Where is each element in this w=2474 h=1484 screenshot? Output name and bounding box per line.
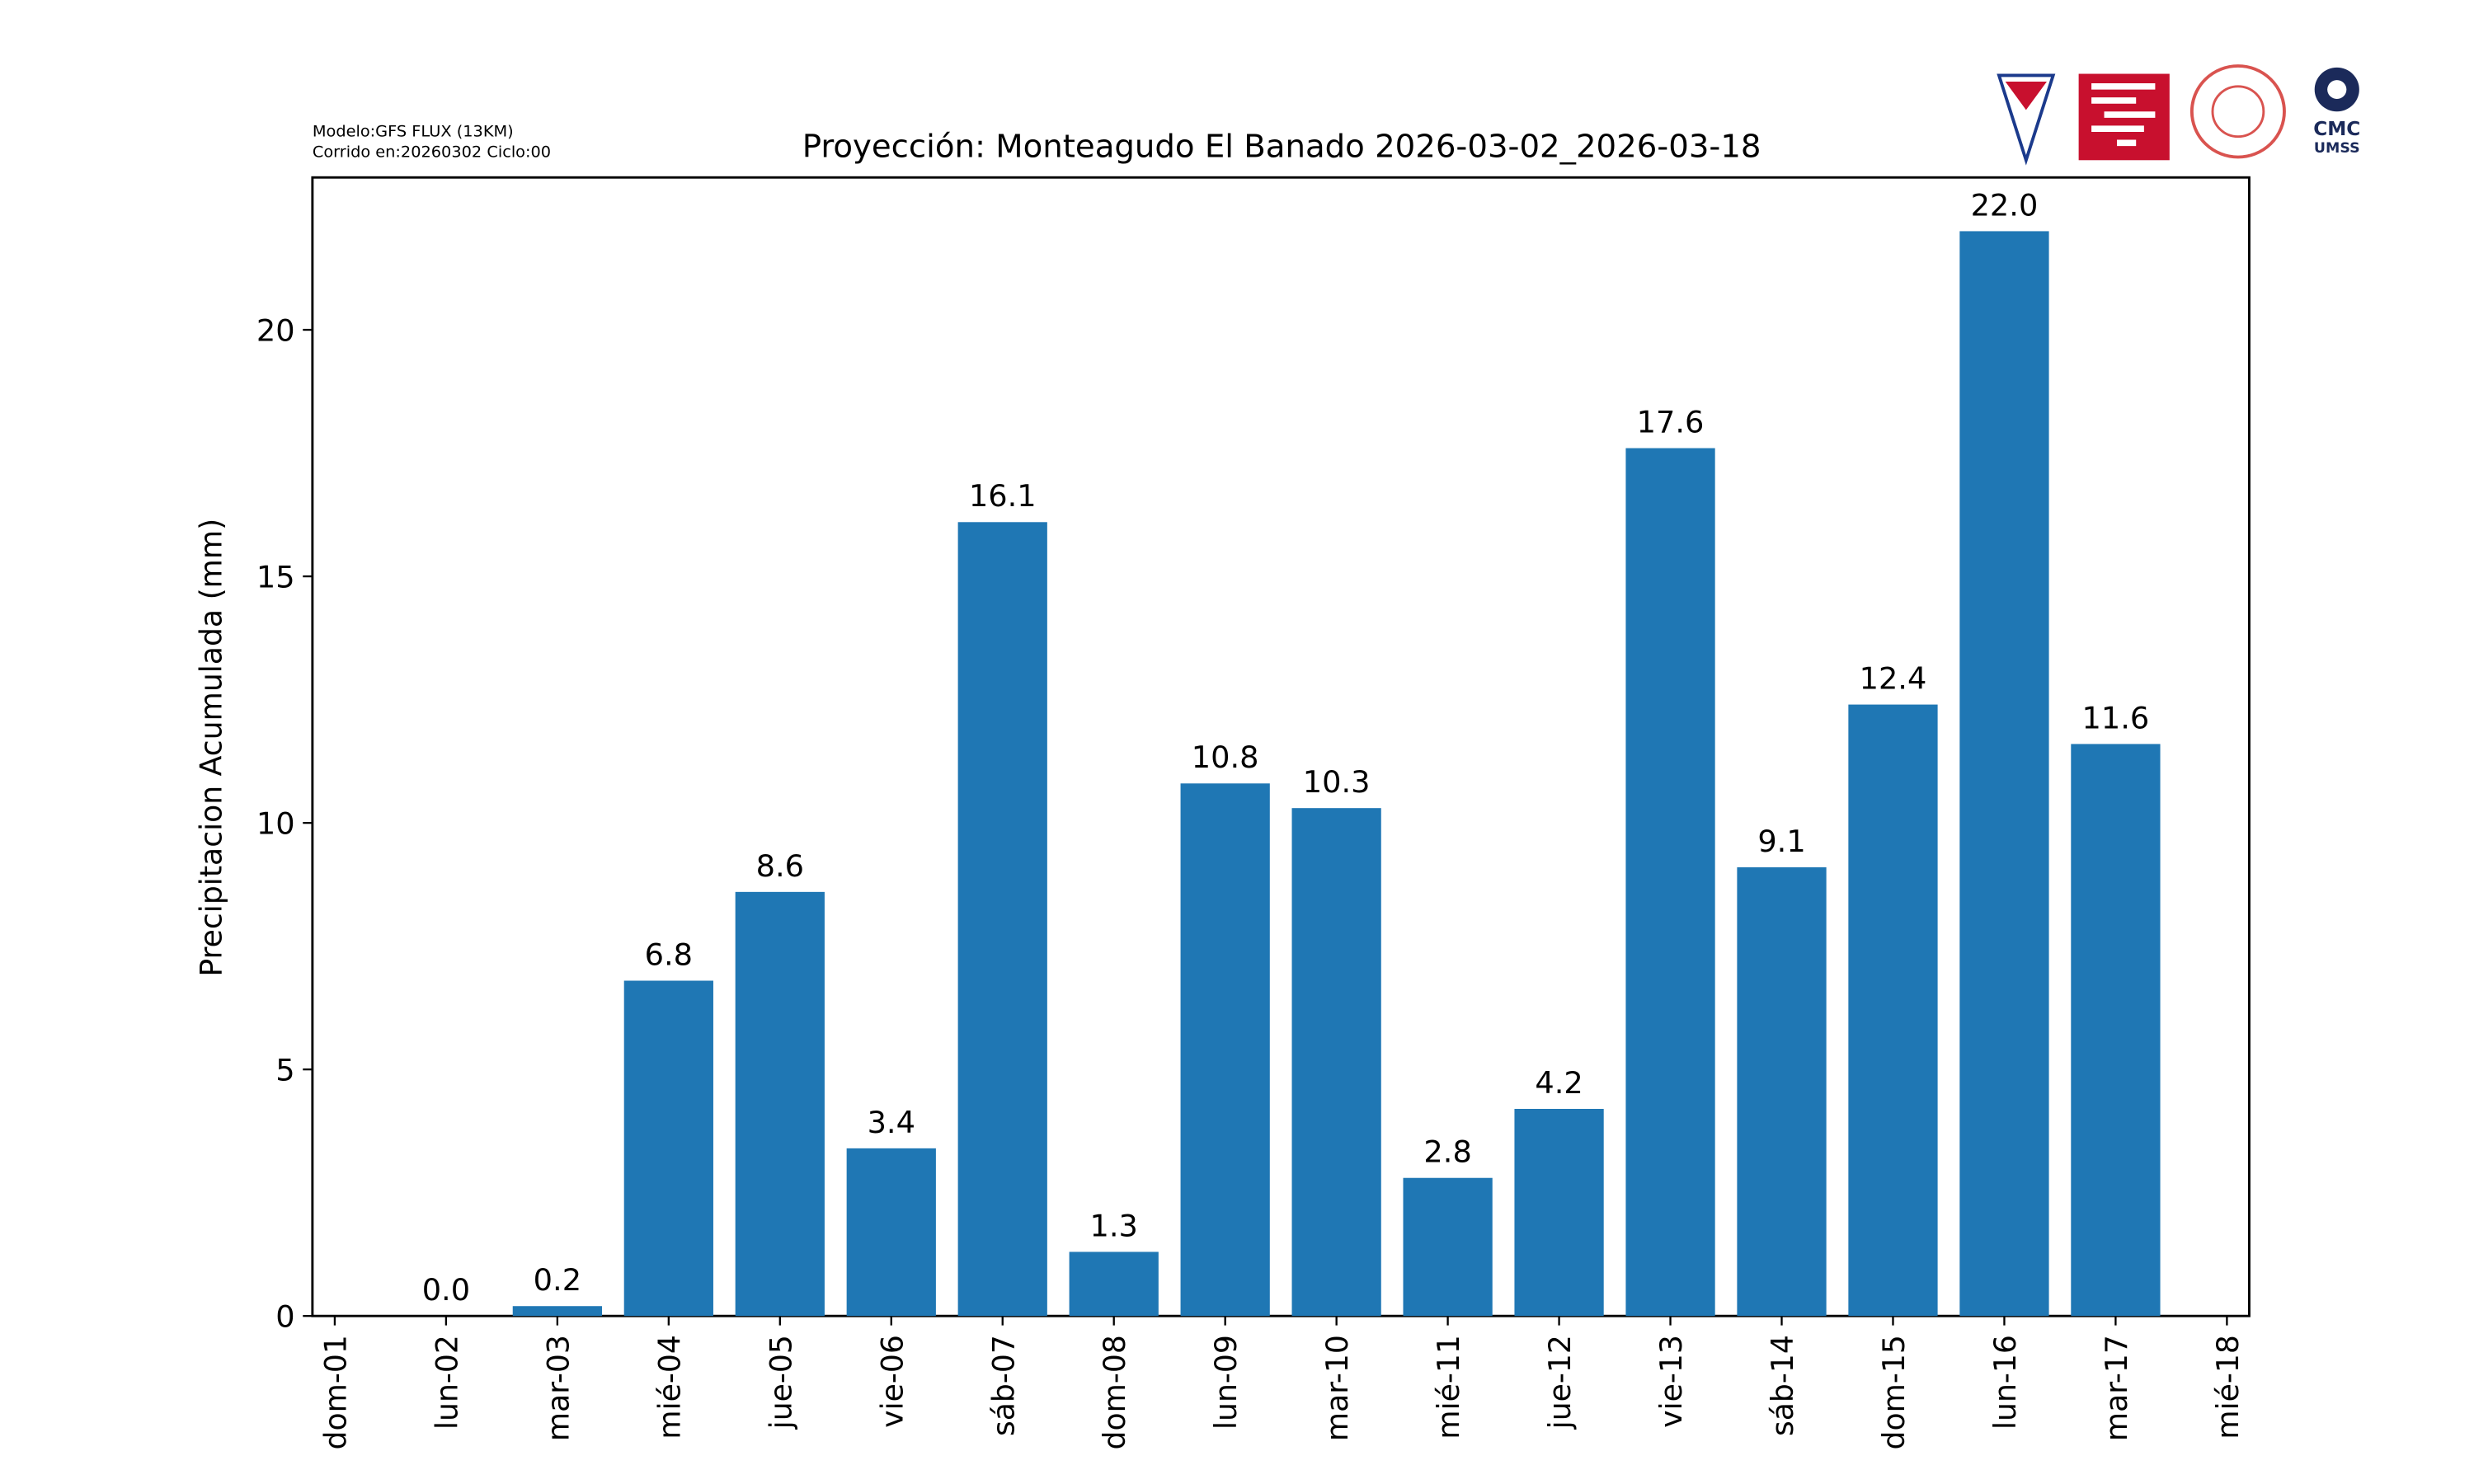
logo-shield (1997, 73, 2056, 166)
value-label: 0.0 (422, 1272, 470, 1308)
value-label: 1.3 (1090, 1209, 1138, 1244)
y-tick-label: 5 (275, 1053, 294, 1088)
x-tick-label: dom-15 (1876, 1335, 1912, 1449)
value-label: 22.0 (1971, 188, 2039, 223)
value-label: 8.6 (756, 848, 804, 884)
bar (2071, 744, 2161, 1317)
x-tick-label: mié-11 (1431, 1335, 1466, 1439)
logo-lines (2091, 82, 2156, 147)
y-tick-label: 0 (275, 1299, 294, 1335)
x-tick-label: lun-02 (429, 1335, 464, 1430)
logo-cmc-center (2327, 80, 2347, 99)
run-note: Corrido en:20260302 Ciclo:00 (313, 143, 551, 162)
x-tick-label: vie-06 (874, 1335, 910, 1428)
x-tick-label: jue-05 (763, 1335, 798, 1430)
bar (512, 1306, 602, 1317)
value-label: 9.1 (1757, 824, 1805, 859)
x-tick-label: jue-12 (1542, 1335, 1578, 1430)
value-label: 10.8 (1192, 740, 1259, 775)
logo-shield-red (2005, 82, 2047, 110)
x-tick-label: dom-08 (1097, 1335, 1132, 1449)
bar (957, 522, 1047, 1317)
bar (1069, 1252, 1159, 1317)
x-tick-label: dom-01 (317, 1335, 353, 1449)
chart-title: Proyección: Monteagudo El Banado 2026-03… (802, 129, 1761, 166)
logos: CMC UMSS (1997, 64, 2360, 166)
plot-frame (311, 176, 2251, 1317)
logo-seal (2189, 64, 2286, 159)
value-label: 3.4 (868, 1105, 915, 1140)
value-label: 16.1 (969, 478, 1037, 514)
x-tick-label: sáb-14 (1765, 1335, 1800, 1436)
bar (1180, 783, 1270, 1317)
y-tick-label: 15 (256, 560, 295, 595)
logo-text: UMSS (2314, 140, 2360, 157)
value-label: 12.4 (1860, 661, 1927, 697)
x-tick-label: mar-10 (1319, 1335, 1355, 1441)
bar (1514, 1108, 1604, 1317)
value-label: 6.8 (645, 937, 693, 973)
value-label: 2.8 (1423, 1134, 1471, 1170)
logo-text: CMC (2313, 119, 2360, 140)
x-tick-label: lun-16 (1987, 1335, 2023, 1430)
bar (1403, 1177, 1493, 1317)
x-tick-label: vie-13 (1653, 1335, 1689, 1428)
value-label: 4.2 (1535, 1065, 1583, 1101)
bar (1959, 231, 2049, 1317)
value-label: 17.6 (1637, 405, 1705, 440)
bar (735, 891, 825, 1317)
x-tick-label: mar-03 (540, 1335, 576, 1441)
model-note: Modelo:GFS FLUX (13KM) (313, 122, 514, 141)
bar (1291, 808, 1381, 1317)
x-tick-label: mié-18 (2210, 1335, 2246, 1439)
value-label: 0.2 (534, 1262, 581, 1298)
bar (623, 980, 713, 1317)
y-tick-label: 20 (256, 313, 295, 349)
y-tick-label: 10 (256, 806, 295, 842)
logo-seal-inner (2211, 85, 2265, 139)
x-tick-label: mié-04 (651, 1335, 687, 1439)
bar (1737, 866, 1827, 1317)
value-label: 11.6 (2082, 701, 2150, 736)
bar (846, 1148, 936, 1317)
y-axis-label: Precipitacion Acumulada (mm) (193, 519, 228, 977)
bar (1848, 704, 1938, 1317)
bar (1625, 448, 1715, 1317)
x-tick-label: lun-09 (1208, 1335, 1244, 1430)
value-label: 10.3 (1303, 764, 1371, 800)
x-tick-label: sáb-07 (985, 1335, 1021, 1436)
x-tick-label: mar-17 (2099, 1335, 2134, 1441)
